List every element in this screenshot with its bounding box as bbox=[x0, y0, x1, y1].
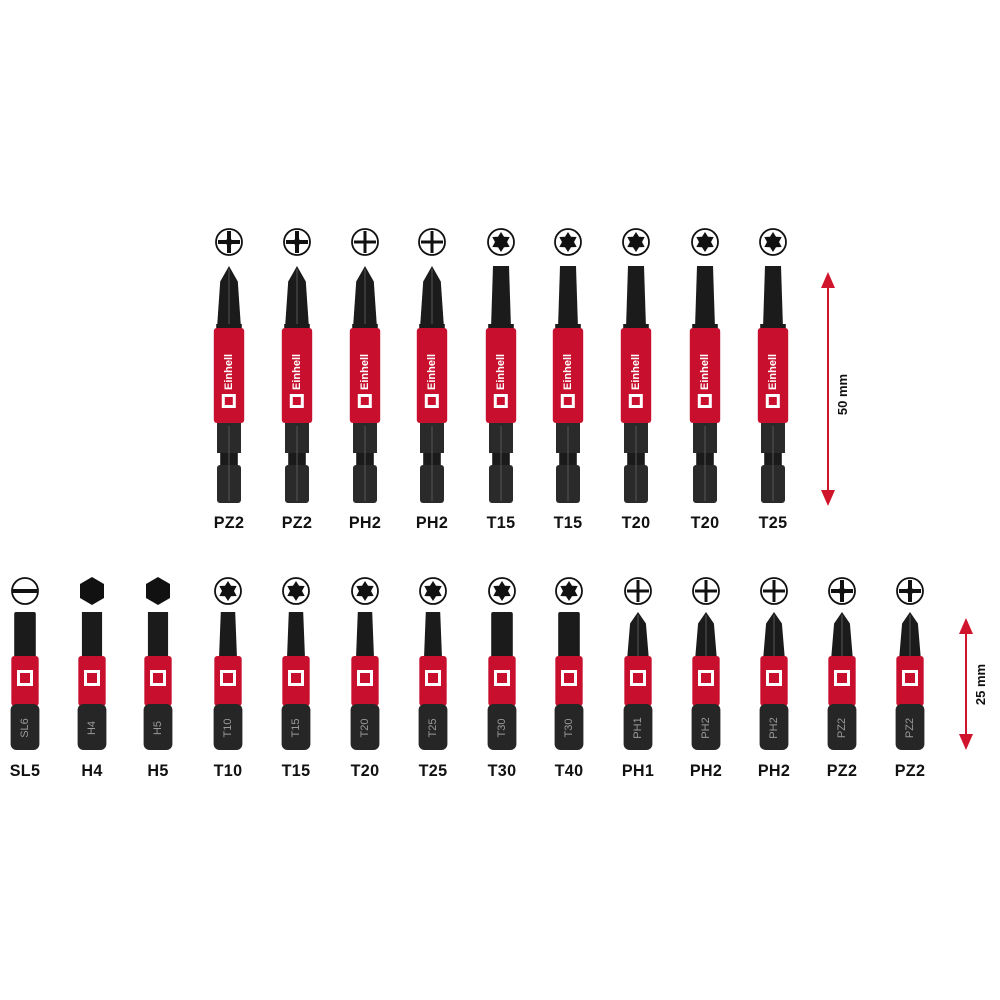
short-bit bbox=[620, 612, 656, 757]
short-bit bbox=[551, 612, 587, 757]
dimension-arrow-50mm bbox=[818, 272, 838, 511]
short-bit-label: T20 bbox=[350, 761, 380, 780]
bit-engraving: PH1 bbox=[632, 717, 644, 739]
svg-text:Einhell: Einhell bbox=[699, 354, 711, 390]
torx-icon bbox=[213, 576, 243, 611]
torx-icon bbox=[690, 227, 720, 262]
short-bit bbox=[7, 612, 43, 757]
svg-text:Einhell: Einhell bbox=[359, 354, 371, 390]
svg-text:Einhell: Einhell bbox=[630, 354, 642, 390]
pozidriv-icon bbox=[282, 227, 312, 262]
long-bit-label: PZ2 bbox=[281, 513, 313, 532]
bit-engraving: PZ2 bbox=[836, 717, 848, 739]
bit-engraving: T30 bbox=[563, 718, 575, 738]
phillips-icon bbox=[623, 576, 653, 611]
short-bit bbox=[756, 612, 792, 757]
hex-icon bbox=[77, 576, 107, 611]
long-bit-label: T15 bbox=[486, 513, 516, 532]
long-bit: Einhell bbox=[685, 266, 725, 511]
short-bit-label: H4 bbox=[81, 761, 103, 780]
torx-icon bbox=[350, 576, 380, 611]
short-bit-label: SL5 bbox=[9, 761, 41, 780]
short-bit-label: T40 bbox=[554, 761, 584, 780]
bit-engraving: T25 bbox=[427, 718, 439, 738]
bit-engraving: H4 bbox=[86, 720, 98, 736]
short-bit-label: PZ2 bbox=[894, 761, 926, 780]
long-bit-label: T20 bbox=[621, 513, 651, 532]
long-bit: Einhell bbox=[277, 266, 317, 511]
torx-icon bbox=[486, 227, 516, 262]
long-bit: Einhell bbox=[548, 266, 588, 511]
bit-engraving: T15 bbox=[290, 718, 302, 738]
short-bit-label: T10 bbox=[213, 761, 243, 780]
bit-engraving: PH2 bbox=[700, 717, 712, 739]
long-bit-label: PH2 bbox=[415, 513, 449, 532]
short-bit-label: PH2 bbox=[757, 761, 791, 780]
slotted-icon bbox=[10, 576, 40, 611]
phillips-icon bbox=[691, 576, 721, 611]
long-bit-label: PH2 bbox=[348, 513, 382, 532]
dimension-arrow-25mm bbox=[956, 618, 976, 755]
bit-engraving: SL6 bbox=[19, 718, 31, 738]
short-bit bbox=[484, 612, 520, 757]
dimension-label-50mm: 50 mm bbox=[835, 373, 851, 416]
svg-text:Einhell: Einhell bbox=[223, 354, 235, 390]
bit-engraving: T10 bbox=[222, 718, 234, 738]
long-bit-label: T25 bbox=[758, 513, 788, 532]
short-bit-label: T25 bbox=[418, 761, 448, 780]
short-bit-label: T15 bbox=[281, 761, 311, 780]
short-bit-label: PH2 bbox=[689, 761, 723, 780]
short-bit-label: PH1 bbox=[621, 761, 655, 780]
bit-engraving: PZ2 bbox=[904, 717, 916, 739]
short-bit bbox=[688, 612, 724, 757]
dimension-label-25mm: 25 mm bbox=[973, 663, 989, 706]
long-bit: Einhell bbox=[481, 266, 521, 511]
short-bit bbox=[210, 612, 246, 757]
bit-engraving: PH2 bbox=[768, 717, 780, 739]
phillips-icon bbox=[350, 227, 380, 262]
svg-text:Einhell: Einhell bbox=[767, 354, 779, 390]
torx-icon bbox=[621, 227, 651, 262]
phillips-icon bbox=[417, 227, 447, 262]
bit-engraving: H5 bbox=[152, 720, 164, 736]
pozidriv-icon bbox=[214, 227, 244, 262]
pozidriv-icon bbox=[895, 576, 925, 611]
torx-icon bbox=[553, 227, 583, 262]
short-bit bbox=[824, 612, 860, 757]
short-bit bbox=[892, 612, 928, 757]
torx-icon bbox=[554, 576, 584, 611]
bit-engraving: T20 bbox=[359, 718, 371, 738]
short-bit bbox=[347, 612, 383, 757]
svg-text:Einhell: Einhell bbox=[495, 354, 507, 390]
torx-icon bbox=[487, 576, 517, 611]
long-bit-label: T20 bbox=[690, 513, 720, 532]
hex-icon bbox=[143, 576, 173, 611]
long-bit-label: PZ2 bbox=[213, 513, 245, 532]
torx-icon bbox=[281, 576, 311, 611]
short-bit bbox=[140, 612, 176, 757]
long-bit: Einhell bbox=[209, 266, 249, 511]
short-bit-label: T30 bbox=[487, 761, 517, 780]
pozidriv-icon bbox=[827, 576, 857, 611]
short-bit bbox=[74, 612, 110, 757]
short-bit bbox=[415, 612, 451, 757]
svg-text:Einhell: Einhell bbox=[291, 354, 303, 390]
torx-icon bbox=[758, 227, 788, 262]
short-bit bbox=[278, 612, 314, 757]
long-bit: Einhell bbox=[345, 266, 385, 511]
long-bit: Einhell bbox=[412, 266, 452, 511]
long-bit: Einhell bbox=[753, 266, 793, 511]
short-bit-label: PZ2 bbox=[826, 761, 858, 780]
torx-icon bbox=[418, 576, 448, 611]
svg-text:Einhell: Einhell bbox=[426, 354, 438, 390]
long-bit-label: T15 bbox=[553, 513, 583, 532]
phillips-icon bbox=[759, 576, 789, 611]
short-bit-label: H5 bbox=[147, 761, 169, 780]
svg-text:Einhell: Einhell bbox=[562, 354, 574, 390]
bit-engraving: T30 bbox=[496, 718, 508, 738]
long-bit: Einhell bbox=[616, 266, 656, 511]
